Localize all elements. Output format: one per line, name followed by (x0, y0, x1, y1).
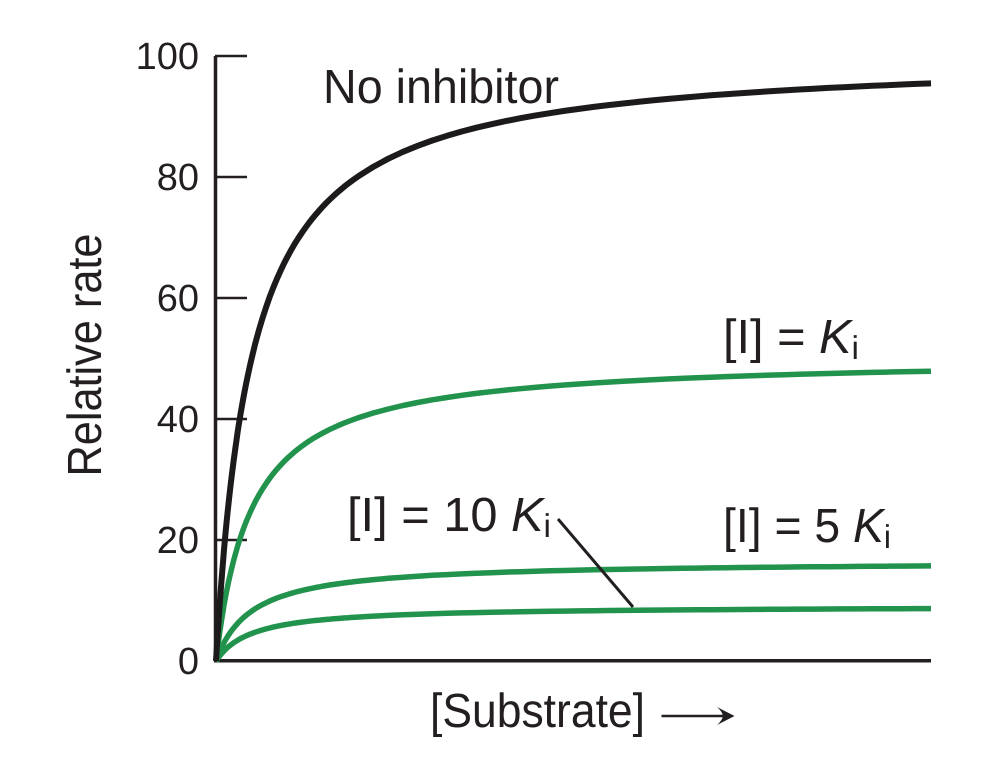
svg-text:100: 100 (136, 36, 199, 78)
svg-text:[I] = 10 Ki: [I] = 10 Ki (347, 489, 551, 544)
svg-text:[I] = Ki: [I] = Ki (723, 311, 859, 366)
svg-text:60: 60 (157, 278, 199, 320)
svg-text:Relative rate: Relative rate (59, 234, 112, 477)
svg-text:[Substrate]: [Substrate] (430, 685, 645, 738)
svg-text:20: 20 (157, 520, 199, 562)
svg-text:0: 0 (178, 641, 199, 683)
svg-text:40: 40 (157, 399, 199, 441)
svg-text:[I] = 5 Ki: [I] = 5 Ki (723, 500, 891, 555)
svg-text:80: 80 (157, 157, 199, 199)
svg-text:No inhibitor: No inhibitor (323, 61, 559, 114)
